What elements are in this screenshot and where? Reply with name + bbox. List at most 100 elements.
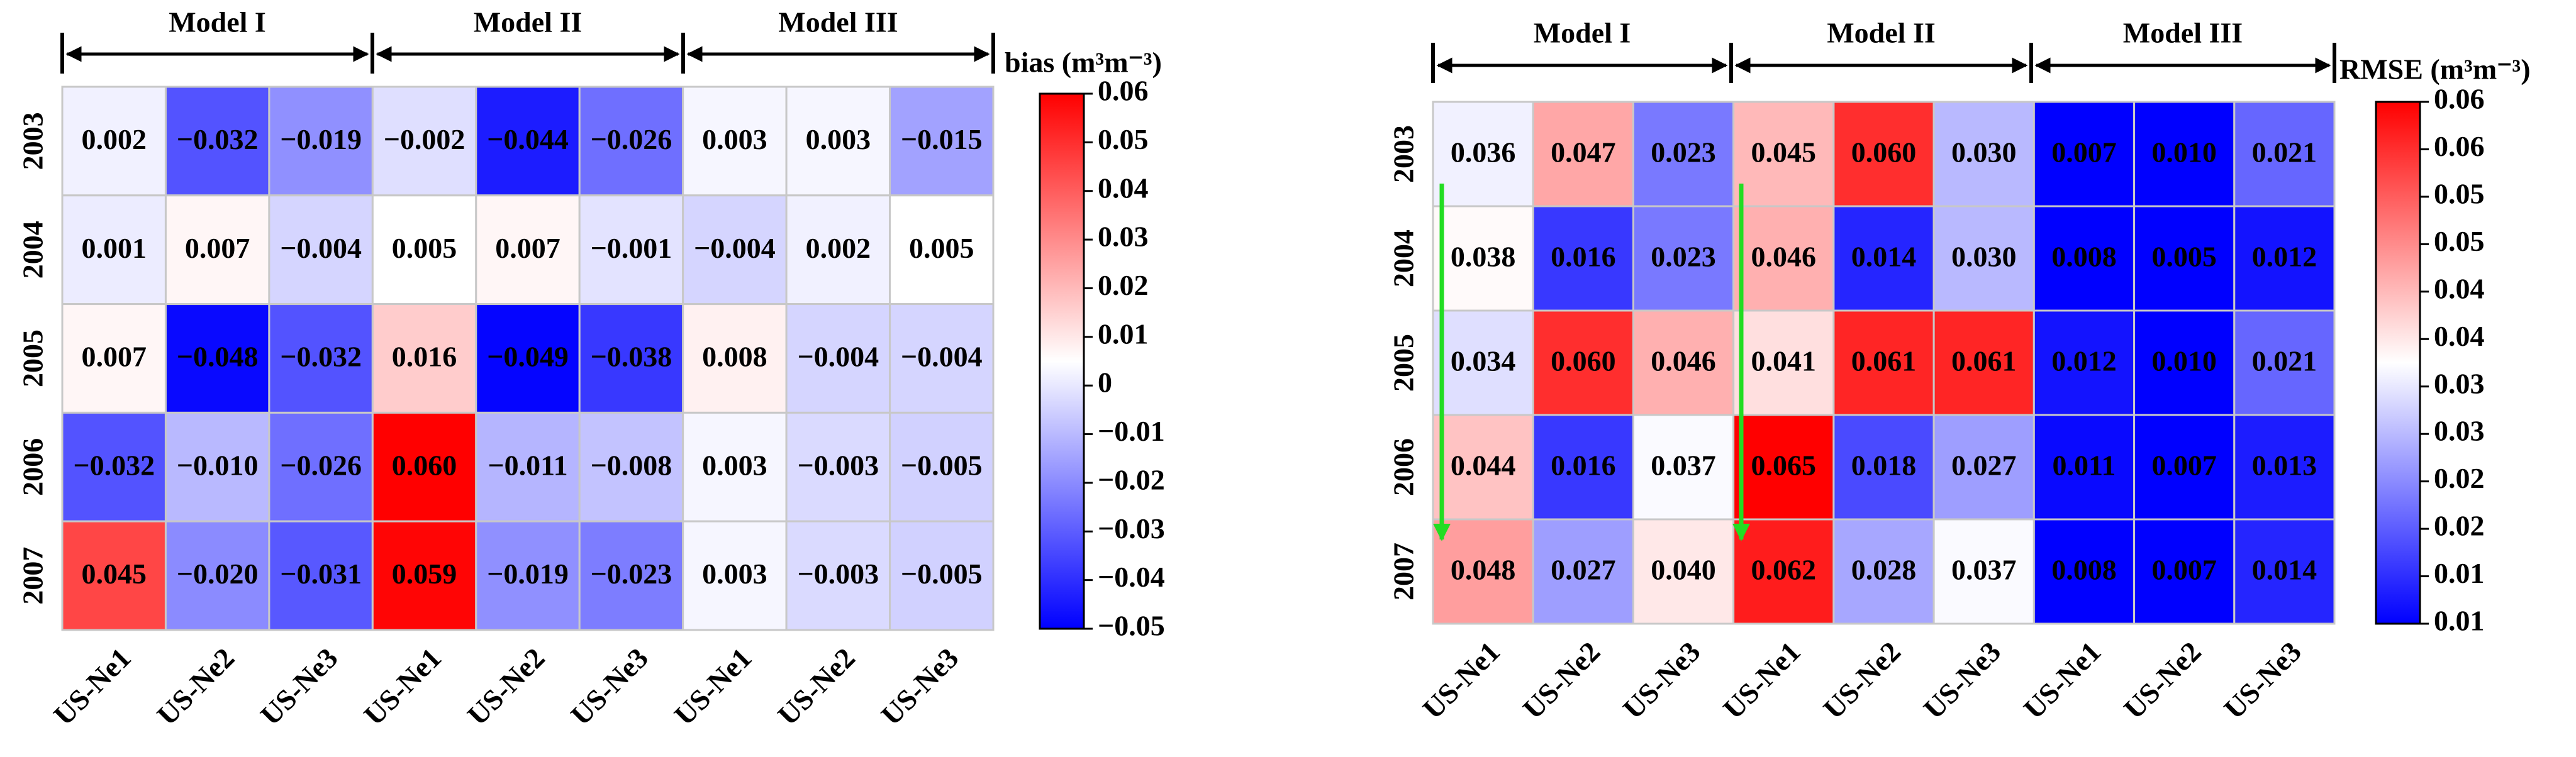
colorbar-tick-label: 0.01: [2434, 557, 2485, 589]
cell-label: −0.004: [797, 341, 879, 373]
colorbar-tick-label: 0.03: [2434, 415, 2485, 447]
colorbar-tick-label: −0.02: [1098, 463, 1165, 495]
cell-label: 0.037: [1951, 554, 2017, 586]
x-tick-label: US-Ne2: [461, 641, 551, 731]
cell-label: 0.023: [1651, 136, 1716, 169]
heatmap-cell: [61, 194, 167, 306]
cell-label: 0.030: [1951, 241, 2017, 273]
cell-label: −0.019: [487, 558, 569, 590]
heatmap-cell: [889, 303, 995, 414]
cell-label: −0.026: [591, 123, 672, 155]
heatmap-cell: [1932, 205, 2035, 312]
heatmap-cell: [164, 86, 270, 197]
colorbar-tick-label: 0.06: [1098, 75, 1149, 107]
heatmap-cell: [578, 520, 684, 631]
cell-label: −0.001: [591, 232, 672, 264]
cell-label: −0.048: [177, 341, 259, 373]
heatmap-cell: [371, 411, 477, 522]
cell-label: 0.007: [2151, 450, 2217, 482]
y-tick-label: 2007: [17, 547, 49, 605]
cell-label: 0.011: [2052, 450, 2116, 482]
cell-label: 0.040: [1651, 554, 1716, 586]
colorbar-tick-label: −0.05: [1098, 610, 1165, 642]
heatmap-cell: [889, 194, 995, 306]
cell-label: 0.028: [1851, 554, 1917, 586]
cell-label: 0.002: [806, 232, 871, 264]
heatmap-cell: [785, 194, 891, 306]
cell-label: −0.032: [177, 123, 259, 155]
cell-label: 0.060: [1851, 136, 1917, 169]
colorbar-tick-label: 0.02: [2434, 462, 2485, 494]
y-tick-label: 2006: [17, 438, 49, 496]
x-tick-label: US-Ne3: [564, 641, 654, 731]
cell-label: 0.037: [1651, 450, 1716, 482]
heatmap-cell: [1732, 518, 1835, 625]
cell-label: 0.038: [1451, 241, 1516, 273]
heatmap-cell: [889, 411, 995, 522]
group-label: Model I: [169, 6, 266, 38]
colorbar-tick-label: 0.04: [1098, 172, 1149, 204]
cell-label: 0.027: [1951, 450, 2017, 482]
x-tick-label: US-Ne2: [1517, 635, 1607, 725]
heatmap-cell: [2233, 414, 2336, 521]
cell-label: 0.012: [2051, 345, 2117, 377]
x-tick-label: US-Ne3: [2217, 635, 2307, 725]
heatmap-cell: [475, 194, 581, 306]
annotation-arrows: [1433, 184, 1750, 541]
cell-label: 0.005: [909, 232, 974, 264]
colorbar-label: RMSE (m³m⁻³): [2339, 53, 2531, 86]
heatmap-cell: [2233, 309, 2336, 416]
cell-label: 0.014: [2252, 554, 2317, 586]
heatmap-cell: [61, 411, 167, 522]
heatmap-cell: [1632, 101, 1735, 207]
heatmap-cell: [475, 303, 581, 414]
colorbar-tick-label: 0.06: [2434, 83, 2485, 115]
heatmap-cell: [164, 303, 270, 414]
x-tick-label: US-Ne1: [2017, 635, 2107, 725]
cell-label: −0.008: [591, 449, 672, 481]
cell-label: 0.027: [1551, 554, 1616, 586]
heatmap-cell: [1732, 414, 1835, 521]
colorbar-tick-label: 0.01: [2434, 605, 2485, 637]
heatmap-cell: [61, 520, 167, 631]
cell-label: −0.010: [177, 449, 259, 481]
cell-label: 0.003: [702, 123, 767, 155]
cell-label: 0.010: [2151, 345, 2217, 377]
cell-label: 0.007: [81, 341, 147, 373]
heatmap-cell: [2032, 205, 2136, 312]
cell-label: −0.015: [901, 123, 983, 155]
heatmap-cell: [1932, 309, 2035, 416]
heatmap-cell: [1832, 101, 1935, 207]
heatmap-cell: [371, 520, 477, 631]
cell-label: 0.061: [1851, 345, 1917, 377]
x-tick-label: US-Ne3: [1917, 635, 2007, 725]
cell-label: −0.011: [488, 449, 567, 481]
heatmap-cell: [61, 303, 167, 414]
colorbar-tick-label: 0.03: [2434, 367, 2485, 399]
cell-label: 0.023: [1651, 241, 1716, 273]
cell-label: 0.016: [392, 341, 457, 373]
x-tick-label: US-Ne3: [875, 641, 965, 731]
cell-label: −0.003: [797, 449, 879, 481]
colorbar-tick-label: 0.01: [1098, 318, 1149, 350]
y-tick-label: 2004: [17, 221, 49, 279]
cell-label: 0.008: [2051, 554, 2117, 586]
heatmap-cell: [268, 520, 374, 631]
cell-label: −0.004: [280, 232, 362, 264]
cell-label: 0.021: [2252, 136, 2317, 169]
y-tick-label: 2007: [1388, 543, 1420, 600]
group-label: Model III: [2123, 17, 2243, 49]
cell-label: −0.032: [73, 449, 155, 481]
x-tick-label: US-Ne2: [771, 641, 861, 731]
cell-label: −0.004: [694, 232, 776, 264]
heatmap-cell: [268, 194, 374, 306]
cell-label: 0.047: [1551, 136, 1616, 169]
cell-label: 0.044: [1451, 450, 1516, 482]
cell-label: 0.008: [702, 341, 767, 373]
cell-label: −0.044: [487, 123, 569, 155]
cell-label: 0.012: [2252, 241, 2317, 273]
cell-label: 0.002: [81, 123, 147, 155]
cell-label: 0.041: [1751, 345, 1817, 377]
cell-label: 0.034: [1451, 345, 1516, 377]
heatmap-cell: [682, 520, 788, 631]
